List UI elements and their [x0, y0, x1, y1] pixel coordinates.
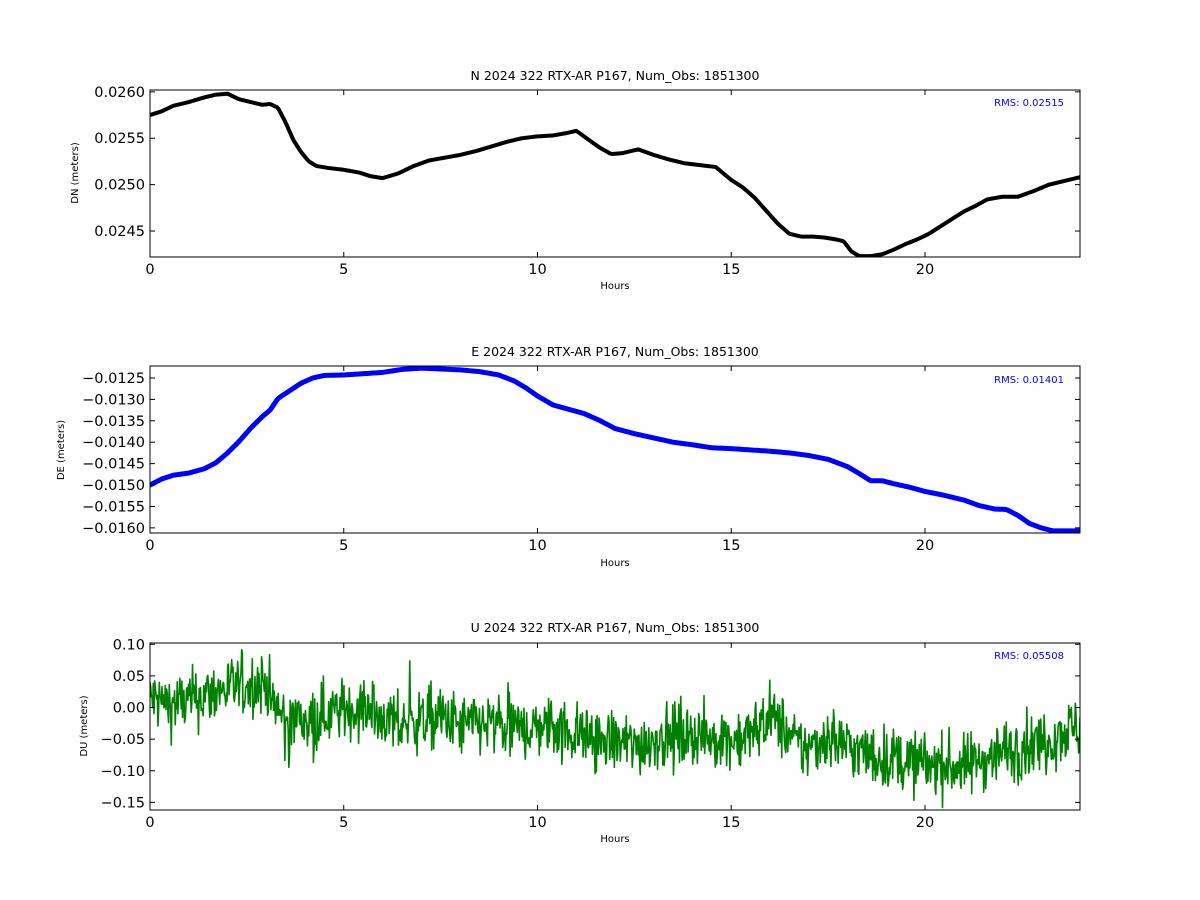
panel-u-ytick-label: −0.05 [101, 732, 145, 748]
panel-u-ylabel: DU (meters) [79, 695, 90, 756]
panel-e-series [150, 366, 1080, 533]
panel-u-series-line-0 [150, 648, 1080, 809]
panel-n-series-line-0 [150, 91, 1080, 257]
panel-n-xtick-label: 10 [528, 262, 546, 278]
panel-n-ytick-label: 0.0255 [94, 131, 145, 147]
panel-u-ytick-label: 0.10 [113, 637, 145, 653]
panel-e-xtick-label: 5 [339, 538, 348, 554]
panel-e-ytick-label: −0.0130 [82, 392, 145, 408]
panel-e-plot-area [150, 366, 1080, 533]
panel-n-xtick-label: 20 [916, 262, 934, 278]
panel-u-ytick-label: −0.10 [101, 764, 145, 780]
panel-e-ytick-label: −0.0125 [82, 371, 145, 387]
panel-u-series [150, 648, 1080, 809]
panel-e-ytick-label: −0.0155 [82, 499, 145, 515]
panel-u-title: U 2024 322 RTX-AR P167, Num_Obs: 1851300 [471, 620, 760, 635]
panel-n-ytick-label: 0.0250 [94, 178, 145, 194]
panel-e-series-line-0 [150, 366, 1080, 533]
panel-e-ytick-label: −0.0140 [82, 435, 145, 451]
panel-e-xtick-label: 15 [722, 538, 740, 554]
panel-n: N 2024 322 RTX-AR P167, Num_Obs: 1851300… [70, 68, 1081, 292]
panel-n-ytick-label: 0.0260 [94, 85, 145, 101]
panel-e-ylabel: DE (meters) [56, 420, 67, 480]
panel-u-frame [149, 642, 1081, 811]
panel-e-ytick-label: −0.0150 [82, 478, 145, 494]
panel-n-xtick-label: 15 [722, 262, 740, 278]
panel-u-xtick-label: 5 [339, 815, 348, 831]
panel-e-ytick-label: −0.0135 [82, 414, 145, 430]
panel-u-ytick-label: −0.15 [101, 795, 145, 811]
panel-e-rms: RMS: 0.01401 [994, 375, 1064, 386]
panel-u: U 2024 322 RTX-AR P167, Num_Obs: 1851300… [79, 620, 1081, 845]
panel-u-xtick-label: 20 [916, 815, 934, 831]
panel-n-rms: RMS: 0.02515 [994, 98, 1064, 109]
panel-u-ytick-label: 0.05 [113, 669, 145, 685]
panel-e-xlabel: Hours [600, 558, 629, 569]
panel-e-ytick-label: −0.0145 [82, 457, 145, 473]
panel-u-xtick-label: 10 [528, 815, 546, 831]
panel-e: E 2024 322 RTX-AR P167, Num_Obs: 1851300… [56, 344, 1081, 569]
panel-e-xtick-label: 10 [528, 538, 546, 554]
panel-n-plot-area [150, 90, 1080, 257]
panel-u-xlabel: Hours [600, 834, 629, 845]
panel-u-ytick-label: 0.00 [113, 701, 145, 717]
panel-u-xtick-label: 0 [145, 815, 154, 831]
panel-n-xtick-label: 0 [145, 262, 154, 278]
panel-n-series [150, 91, 1080, 257]
panel-e-frame [149, 365, 1081, 534]
panel-e-xtick-label: 0 [145, 538, 154, 554]
panel-n-xtick-label: 5 [339, 262, 348, 278]
panel-n-title: N 2024 322 RTX-AR P167, Num_Obs: 1851300 [471, 68, 760, 83]
panel-n-ylabel: DN (meters) [70, 142, 81, 204]
panel-n-frame [149, 89, 1081, 258]
panel-u-rms: RMS: 0.05508 [994, 651, 1064, 662]
panel-n-ticks: 0 5 10 15 20 0.0245 0.0250 0.0255 0.0260 [94, 85, 1080, 278]
panel-u-xtick-label: 15 [722, 815, 740, 831]
panel-e-xtick-label: 20 [916, 538, 934, 554]
panel-n-ytick-label: 0.0245 [94, 224, 145, 240]
panel-e-ticks: 0 5 10 15 20 −0.0125 −0.0130 −0.0135 −0.0140 −0.0… [82, 366, 1080, 554]
panel-e-title: E 2024 322 RTX-AR P167, Num_Obs: 1851300 [471, 344, 759, 359]
panel-e-ytick-label: −0.0160 [82, 521, 145, 537]
panel-n-xlabel: Hours [600, 281, 629, 292]
panel-u-ticks: 0 5 10 15 20 0.10 0.05 0.00 −0.05 −0.10 −0.15 [101, 637, 1080, 831]
